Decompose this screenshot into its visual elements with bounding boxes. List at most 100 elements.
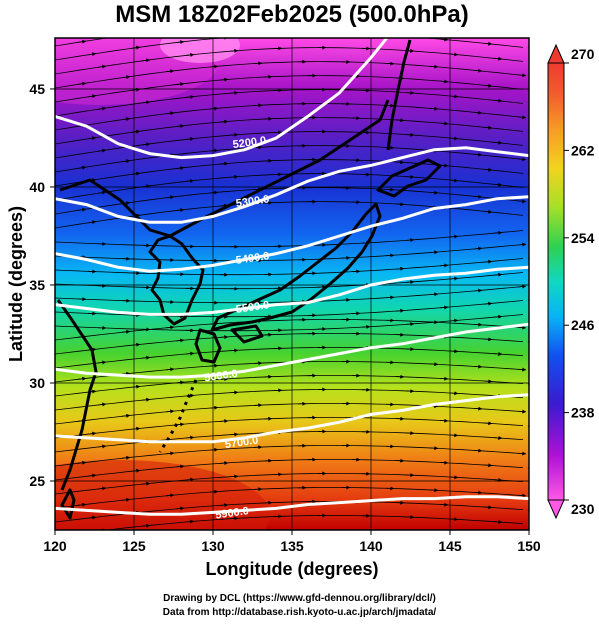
colorbar-min-arrow — [547, 499, 565, 520]
y-tick-label: 40 — [29, 179, 45, 195]
wind-arrow — [493, 182, 503, 187]
wind-arrow — [175, 464, 185, 469]
wind-arrow — [219, 503, 229, 508]
wind-arrow — [473, 246, 483, 251]
streamline — [55, 403, 524, 425]
wind-arrow — [449, 178, 459, 183]
streamline — [55, 431, 524, 453]
wind-arrow — [493, 272, 503, 277]
wind-arrow — [175, 124, 185, 129]
wind-arrow — [165, 493, 175, 498]
wind-arrow — [429, 106, 439, 111]
contour-label: 5400.0 — [235, 250, 270, 267]
streamline — [55, 389, 524, 411]
wind-arrow — [493, 435, 503, 440]
wind-arrow — [493, 314, 503, 319]
wind-arrow — [429, 250, 439, 255]
wind-arrow — [219, 119, 229, 124]
height-contour-line — [55, 322, 529, 379]
wind-arrow — [439, 305, 449, 310]
wind-arrow — [209, 363, 219, 368]
wind-arrow — [429, 292, 439, 297]
wind-arrow — [405, 90, 415, 95]
wind-arrow — [141, 481, 151, 486]
colorbar-bar — [547, 62, 565, 501]
height-contour-line — [55, 38, 388, 160]
wind-arrow — [121, 117, 131, 122]
colorbar-tick-label: 262 — [571, 142, 595, 158]
wind-arrow — [97, 64, 107, 69]
wind-arrow — [131, 45, 141, 50]
wind-arrow — [141, 523, 151, 528]
contour-label: 5600.0 — [204, 368, 239, 385]
wind-arrow — [175, 380, 185, 385]
cold-core-patch — [160, 38, 240, 63]
wind-arrow — [483, 379, 493, 384]
wind-arrow — [175, 40, 185, 45]
wind-arrow — [97, 106, 107, 111]
y-axis-ticks: 25 30 35 40 45 — [29, 81, 55, 489]
streamline — [55, 47, 524, 75]
wind-arrow — [474, 28, 482, 29]
russia-coast — [59, 99, 390, 238]
wind-arrow — [439, 79, 449, 84]
streamline — [55, 131, 524, 159]
wind-arrow — [493, 477, 503, 482]
x-axis-ticks: 120 125 130 135 140 145 150 — [43, 530, 541, 554]
wind-arrow — [121, 455, 131, 460]
wind-arrow — [517, 73, 527, 78]
streamline — [102, 515, 524, 530]
x-tick-label: 120 — [43, 538, 67, 554]
wind-arrow — [121, 75, 131, 80]
y-tick-label: 45 — [29, 81, 45, 97]
wind-arrow — [166, 29, 174, 30]
contour-label: 5500.0 — [235, 299, 270, 316]
contour-label: 5200.0 — [232, 135, 267, 152]
wind-arrow — [517, 409, 527, 414]
wind-arrow — [97, 444, 107, 449]
wind-arrow — [483, 167, 493, 172]
wind-arrow — [209, 148, 219, 153]
wind-arrow — [449, 276, 459, 281]
wind-arrow — [517, 493, 527, 498]
wind-arrow — [517, 115, 527, 120]
x-tick-label: 140 — [359, 538, 383, 554]
wind-arrow — [493, 351, 503, 356]
colorbar: 230 238 246 254 262 270 — [547, 43, 595, 520]
height-contour-line — [55, 393, 529, 444]
wind-arrow — [121, 329, 131, 334]
wind-arrow — [449, 52, 459, 57]
wind-arrow — [209, 64, 219, 69]
wind-arrow — [395, 308, 405, 313]
streamline — [55, 319, 524, 341]
wind-arrow — [518, 33, 526, 34]
wind-arrow — [121, 497, 131, 502]
colorbar-tick-label: 254 — [571, 230, 595, 246]
wind-arrow — [77, 502, 87, 507]
wind-arrow — [165, 69, 175, 74]
wind-arrow — [185, 136, 195, 141]
wind-arrow — [483, 337, 493, 342]
wind-arrow — [165, 195, 175, 200]
wind-arrow — [185, 351, 195, 356]
taiwan-coast — [60, 488, 76, 520]
x-tick-label: 130 — [201, 538, 225, 554]
wind-arrow — [141, 142, 151, 147]
wind-arrow — [131, 129, 141, 134]
wind-arrow — [97, 402, 107, 407]
japan-shikoku-coast — [230, 324, 264, 344]
y-tick-label: 25 — [29, 473, 45, 489]
wind-arrow — [209, 405, 219, 410]
x-tick-label: 135 — [280, 538, 304, 554]
wind-arrow — [121, 159, 131, 164]
wind-arrow — [122, 35, 130, 36]
wind-arrow — [229, 132, 239, 137]
wind-arrow — [483, 421, 493, 426]
wind-arrow — [405, 174, 415, 179]
wind-arrow — [483, 505, 493, 510]
wind-arrow — [165, 409, 175, 414]
wind-arrow — [87, 515, 97, 520]
wind-arrow — [219, 461, 229, 466]
wind-arrow — [229, 48, 239, 53]
